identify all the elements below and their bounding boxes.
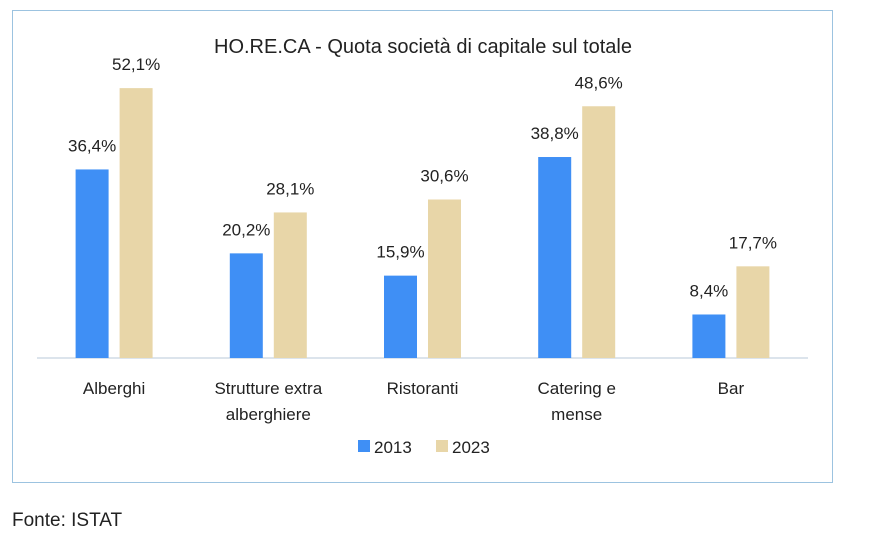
bar-2023 (582, 106, 616, 358)
legend-label-2013: 2013 (374, 438, 412, 457)
data-label: 8,4% (690, 281, 729, 300)
category-label: mense (551, 405, 602, 424)
legend-label-2023: 2023 (452, 438, 490, 457)
category-label: Ristoranti (387, 379, 459, 398)
data-label: 15,9% (376, 243, 424, 262)
data-label: 36,4% (68, 136, 116, 155)
data-label: 52,1% (112, 55, 160, 74)
bar-2023 (736, 266, 770, 358)
data-label: 38,8% (531, 124, 579, 143)
category-label: Bar (718, 379, 745, 398)
legend-swatch-2013 (358, 440, 370, 452)
chart-title: HO.RE.CA - Quota società di capitale sul… (214, 36, 632, 58)
legend-swatch-2023 (436, 440, 448, 452)
category-label: Catering e (537, 379, 615, 398)
bar-2013 (384, 275, 417, 358)
chart-frame (12, 10, 833, 483)
bar-2013 (75, 169, 109, 358)
data-label: 17,7% (729, 233, 777, 252)
data-label: 28,1% (266, 179, 314, 198)
data-label: 48,6% (575, 73, 623, 92)
bar-2013 (229, 253, 263, 358)
category-label: Alberghi (83, 379, 145, 398)
source-note: Fonte: ISTAT (12, 510, 123, 531)
bar-2013 (538, 157, 572, 358)
bar-2013 (692, 314, 726, 358)
bar-2023 (273, 212, 307, 358)
bar-2023 (119, 88, 153, 358)
data-label: 20,2% (222, 220, 270, 239)
category-label: Strutture extra (214, 379, 322, 398)
category-label: alberghiere (226, 405, 311, 424)
bar-2023 (428, 199, 461, 358)
data-label: 30,6% (420, 166, 468, 185)
